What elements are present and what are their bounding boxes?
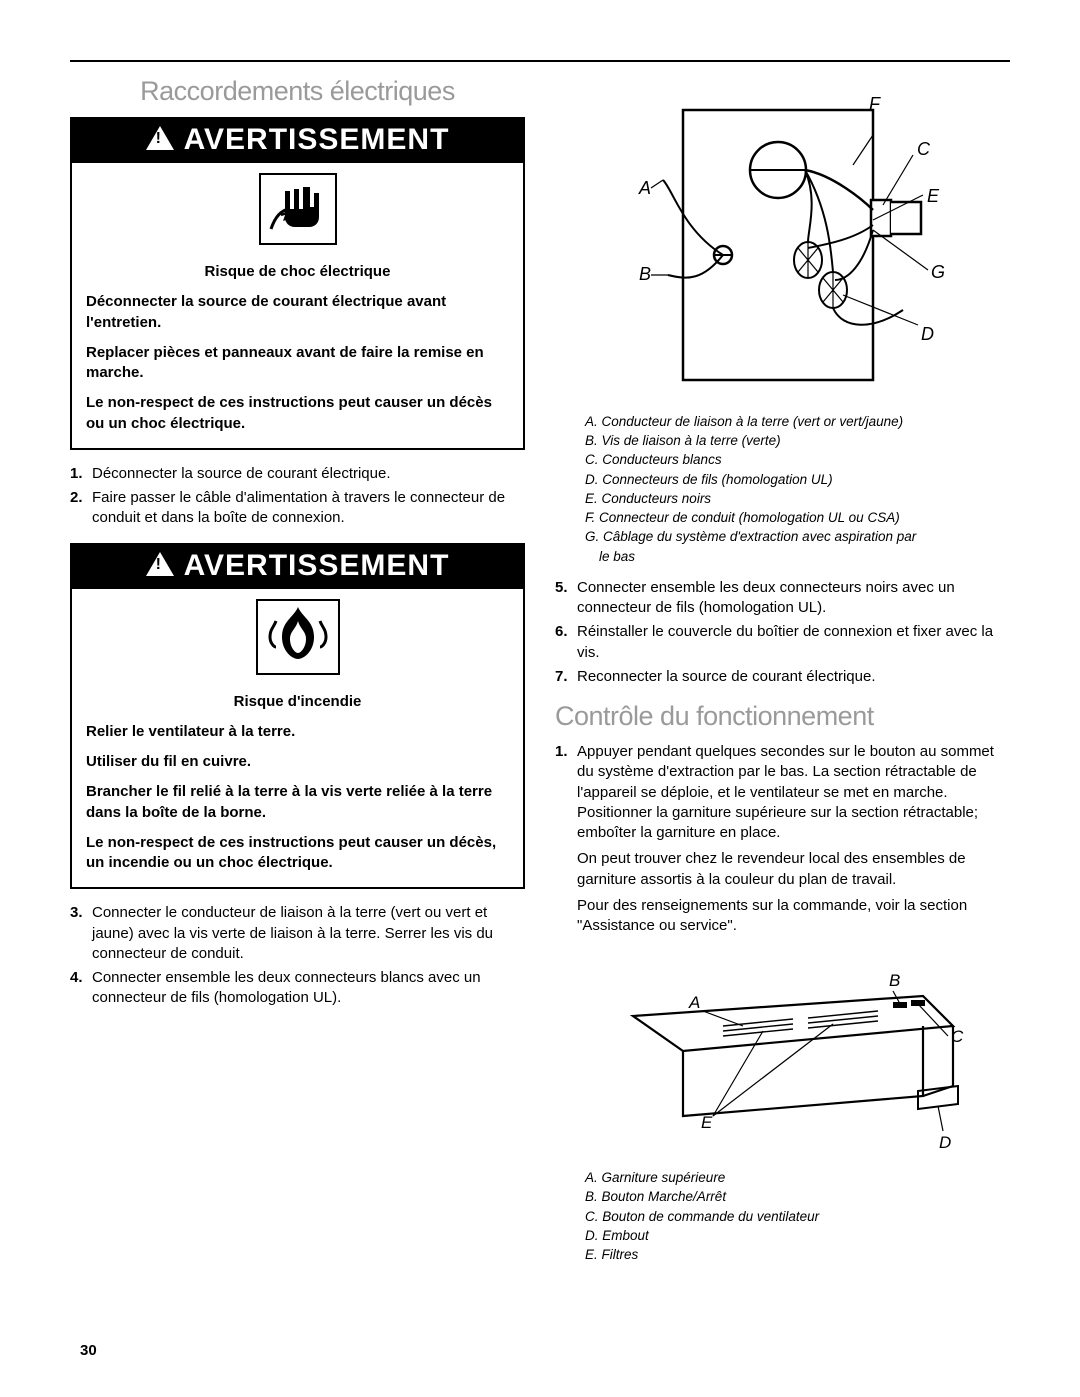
warning-box-fire: AVERTISSEMENT Risque d'incendie Relier l…	[70, 543, 525, 890]
legend2-D: D. Embout	[585, 1227, 1010, 1245]
step-2: 2.Faire passer le câble d'alimentation à…	[70, 488, 525, 529]
fig1-label-D: D	[921, 324, 934, 344]
legend1-E: E. Conducteurs noirs	[585, 490, 1010, 508]
fig2-label-A: A	[688, 993, 700, 1012]
warning-body: Risque de choc électrique Déconnecter la…	[72, 256, 523, 448]
step-1: 1.Déconnecter la source de courant élect…	[70, 464, 525, 484]
legend2-E: E. Filtres	[585, 1246, 1010, 1264]
step-6: 6.Réinstaller le couvercle du boîtier de…	[555, 622, 1010, 663]
op-step-1c: Pour des renseignements sur la commande,…	[577, 896, 1010, 937]
op-step-1: 1. Appuyer pendant quelques secondes sur…	[555, 742, 1010, 942]
risk-title: Risque d'incendie	[86, 692, 509, 712]
legend-downdraft: A. Garniture supérieure B. Bouton Marche…	[585, 1169, 1010, 1264]
warning-triangle-icon	[146, 126, 174, 150]
risk-title: Risque de choc électrique	[86, 262, 509, 282]
figure-junction-box: A B F C E G D	[555, 80, 1010, 405]
warn-p3: Le non-respect de ces instructions peut …	[86, 393, 509, 434]
warn2-p2: Utiliser du fil en cuivre.	[86, 752, 509, 772]
step-5: 5.Connecter ensemble les deux connecteur…	[555, 578, 1010, 619]
warning-box-shock: AVERTISSEMENT Risque de choc électrique …	[70, 117, 525, 450]
legend2-A: A. Garniture supérieure	[585, 1169, 1010, 1187]
right-column: A B F C E G D A. Conducteur de liaison à…	[555, 76, 1010, 1276]
legend1-C: C. Conducteurs blancs	[585, 451, 1010, 469]
op-step-1a: Appuyer pendant quelques secondes sur le…	[577, 742, 1010, 843]
step-7: 7.Reconnecter la source de courant élect…	[555, 667, 1010, 687]
two-column-layout: Raccordements électriques AVERTISSEMENT …	[70, 76, 1010, 1276]
step-1-operation: 1. Appuyer pendant quelques secondes sur…	[555, 742, 1010, 942]
warning-header-text: AVERTISSEMENT	[184, 123, 450, 157]
steps-1-2: 1.Déconnecter la source de courant élect…	[70, 464, 525, 529]
section-title-operation: Contrôle du fonctionnement	[555, 701, 1010, 732]
warning-body: Risque d'incendie Relier le ventilateur …	[72, 686, 523, 888]
warning-icon-row	[72, 163, 523, 256]
shock-hand-icon	[259, 173, 337, 245]
warning-header: AVERTISSEMENT	[72, 119, 523, 163]
section-title-electrical: Raccordements électriques	[70, 76, 525, 107]
warn-p2: Replacer pièces et panneaux avant de fai…	[86, 343, 509, 384]
fig1-label-C: C	[917, 139, 931, 159]
step-3: 3.Connecter le conducteur de liaison à l…	[70, 903, 525, 964]
legend-junction-box: A. Conducteur de liaison à la terre (ver…	[585, 413, 1010, 566]
fire-icon	[256, 599, 340, 675]
page-number: 30	[80, 1342, 97, 1359]
warning-triangle-icon	[146, 552, 174, 576]
steps-3-4: 3.Connecter le conducteur de liaison à l…	[70, 903, 525, 1008]
warn2-p1: Relier le ventilateur à la terre.	[86, 722, 509, 742]
legend2-C: C. Bouton de commande du ventilateur	[585, 1208, 1010, 1226]
fig1-label-F: F	[869, 94, 881, 114]
fig1-label-B: B	[639, 264, 651, 284]
fig1-label-A: A	[638, 178, 651, 198]
left-column: Raccordements électriques AVERTISSEMENT …	[70, 76, 525, 1276]
fig2-label-C: C	[951, 1027, 964, 1046]
step-4: 4.Connecter ensemble les deux connecteur…	[70, 968, 525, 1009]
fig1-label-E: E	[927, 186, 940, 206]
warn2-p4: Le non-respect de ces instructions peut …	[86, 833, 509, 874]
figure-downdraft: A B C D E	[555, 956, 1010, 1161]
fig2-label-D: D	[939, 1133, 951, 1152]
fig2-label-E: E	[701, 1113, 713, 1132]
warn2-p3: Brancher le fil relié à la terre à la vi…	[86, 782, 509, 823]
steps-5-7: 5.Connecter ensemble les deux connecteur…	[555, 578, 1010, 687]
legend1-F: F. Connecteur de conduit (homologation U…	[585, 509, 1010, 527]
fig1-label-G: G	[931, 262, 945, 282]
warning-header: AVERTISSEMENT	[72, 545, 523, 589]
warning-header-text: AVERTISSEMENT	[184, 549, 450, 583]
warn-p1: Déconnecter la source de courant électri…	[86, 292, 509, 333]
op-step-1b: On peut trouver chez le revendeur local …	[577, 849, 1010, 890]
legend1-G2: le bas	[585, 548, 1010, 566]
legend1-A: A. Conducteur de liaison à la terre (ver…	[585, 413, 1010, 431]
warning-icon-row	[72, 589, 523, 686]
legend1-D: D. Connecteurs de fils (homologation UL)	[585, 471, 1010, 489]
fig2-label-B: B	[889, 971, 900, 990]
legend2-B: B. Bouton Marche/Arrêt	[585, 1188, 1010, 1206]
legend1-B: B. Vis de liaison à la terre (verte)	[585, 432, 1010, 450]
top-rule	[70, 60, 1010, 62]
legend1-G: G. Câblage du système d'extraction avec …	[585, 528, 1010, 546]
